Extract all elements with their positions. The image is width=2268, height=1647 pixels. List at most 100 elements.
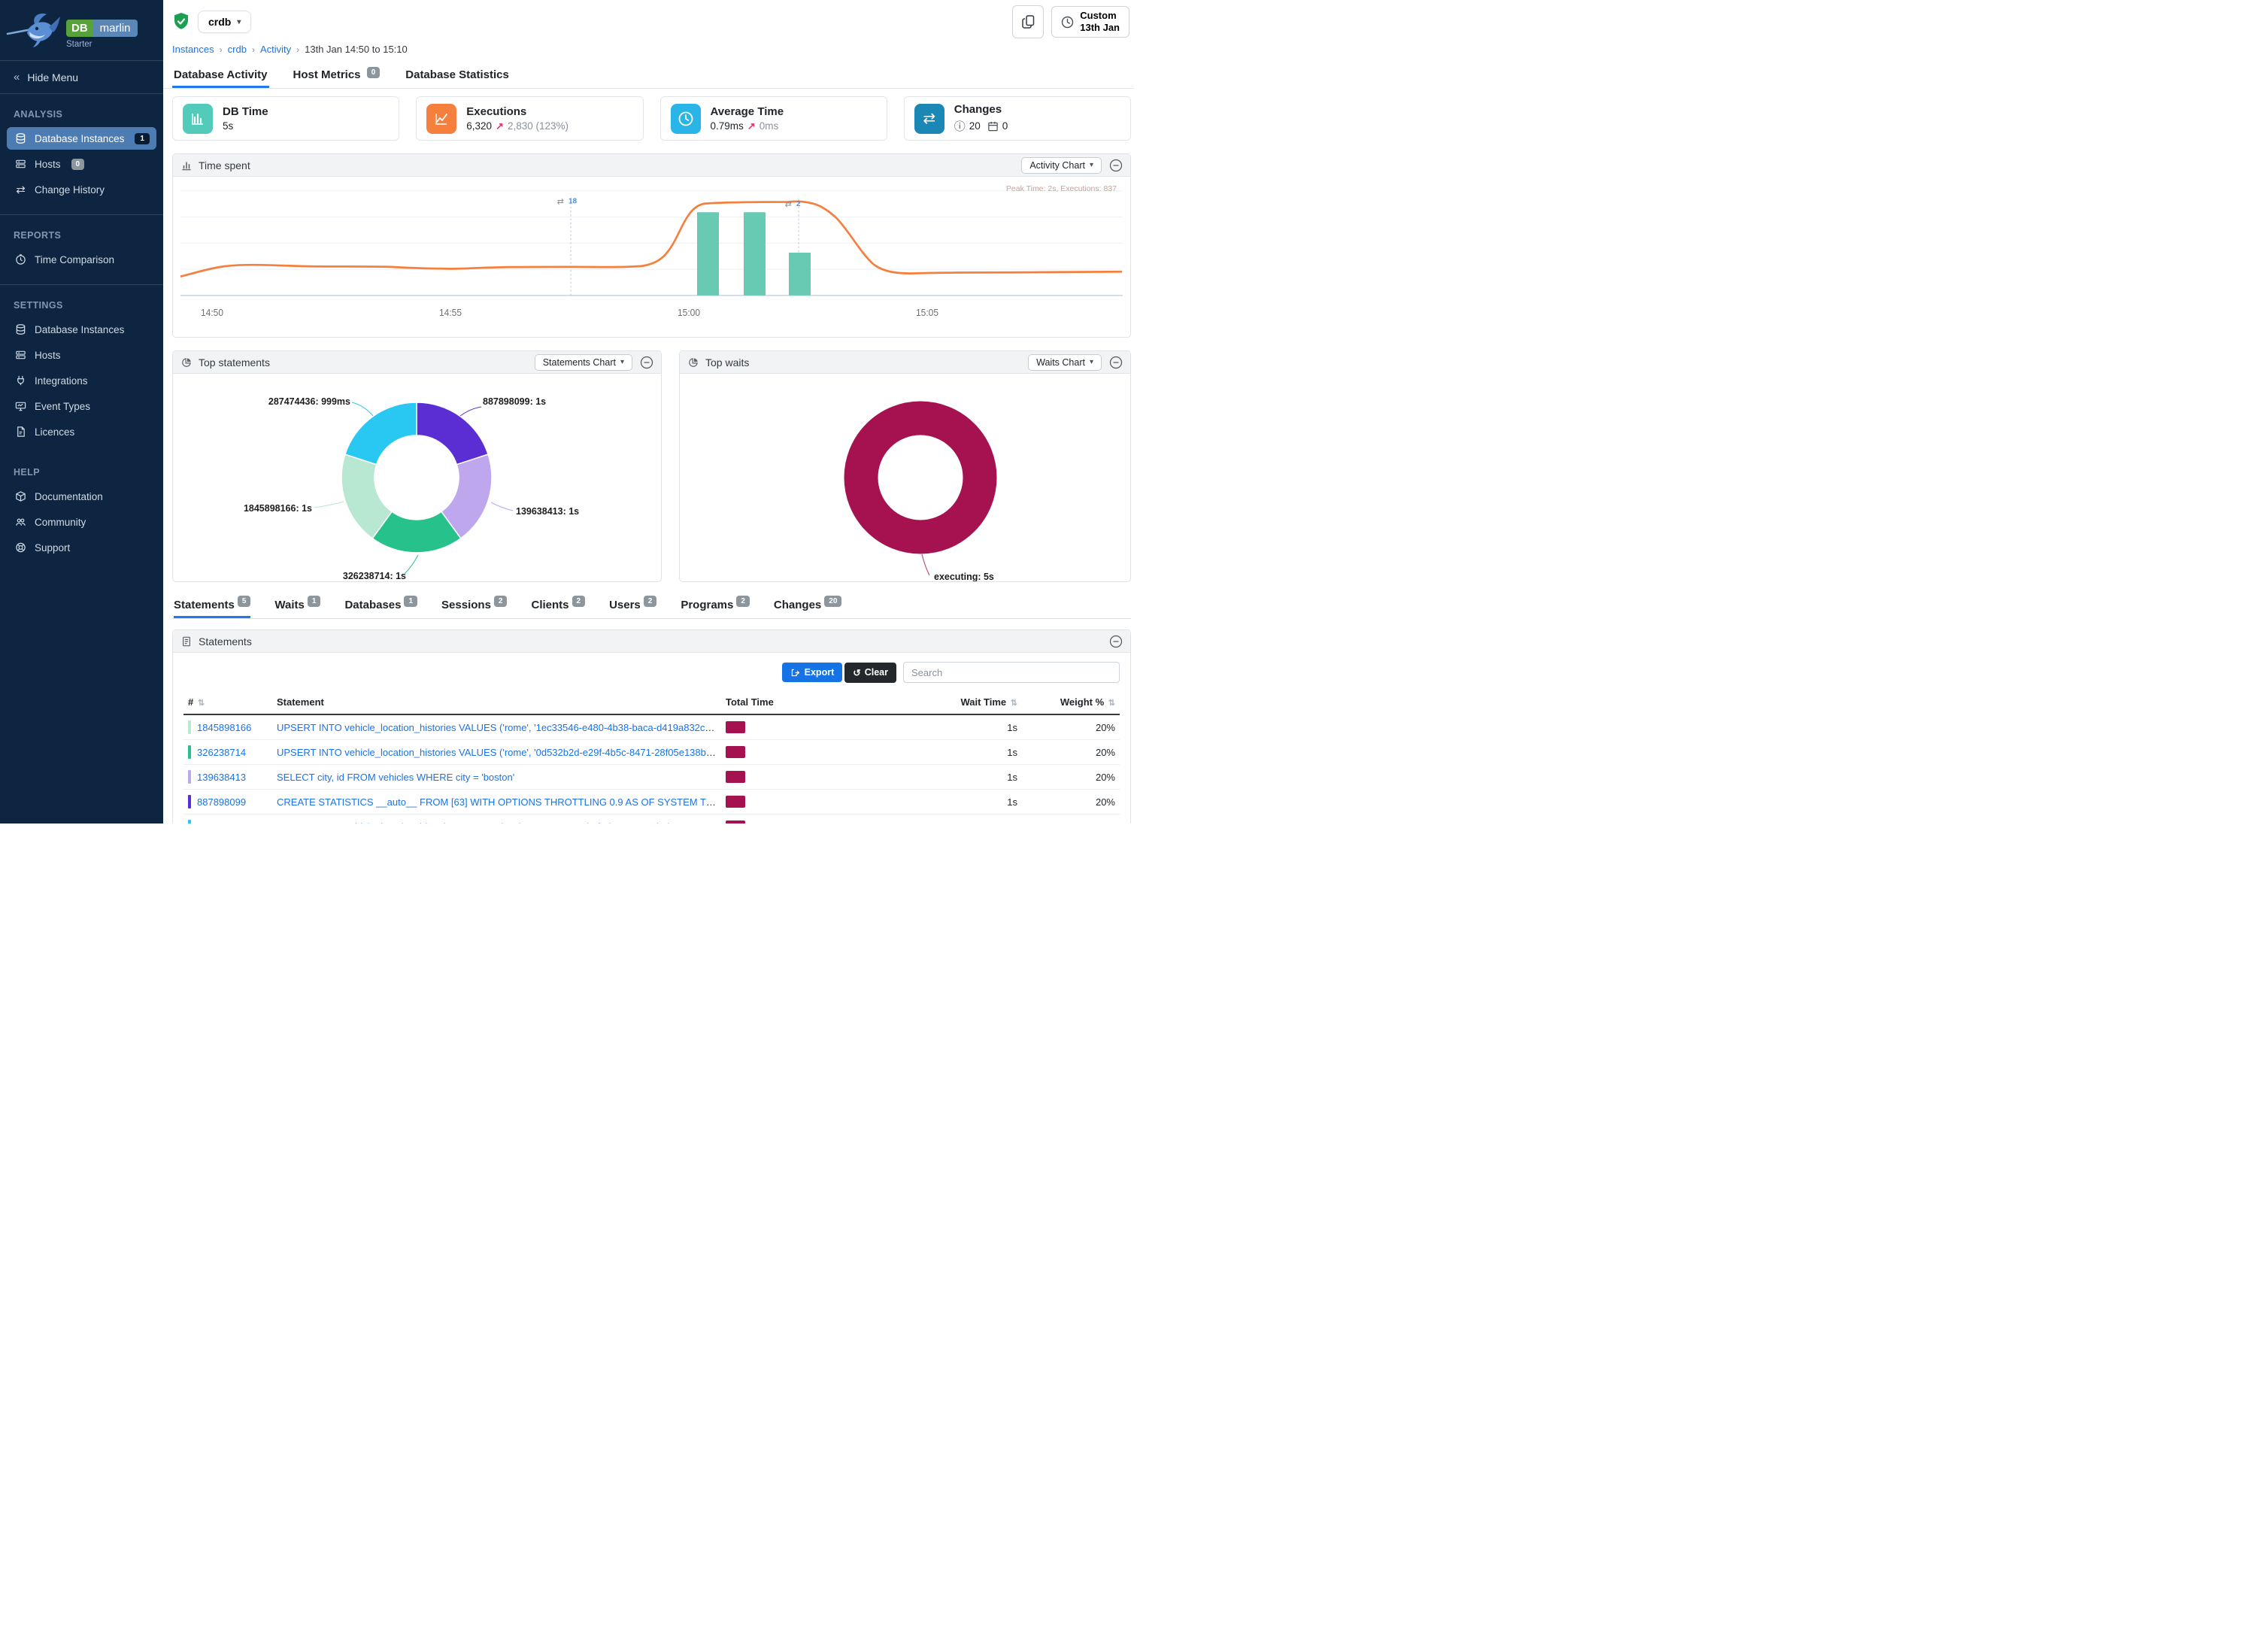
table-row: 1845898166 UPSERT INTO vehicle_location_…	[183, 714, 1120, 740]
sidebar-item-label: Database Instances	[35, 323, 125, 335]
sidebar-item-settings-database-instances[interactable]: Database Instances	[7, 318, 156, 341]
sidebar-item-licences[interactable]: Licences	[7, 420, 156, 443]
x-axis-label: 14:55	[439, 308, 462, 318]
col-header-num[interactable]: # ⇅	[183, 690, 272, 715]
statement-sql-link[interactable]: UPSERT INTO vehicle_location_histories V…	[277, 746, 721, 758]
statement-sql-link[interactable]: SELECT city, id FROM vehicles WHERE city…	[277, 771, 515, 783]
export-button[interactable]: Export	[781, 663, 843, 682]
col-header-weight[interactable]: Weight % ⇅	[1022, 690, 1120, 715]
sidebar-item-label: Change History	[35, 184, 105, 196]
statement-id-link[interactable]: 139638413	[197, 772, 247, 783]
statements-donut-svg[interactable]: 887898099: 1s 139638413: 1s 326238714: 1…	[173, 374, 661, 581]
bar-chart-icon	[180, 159, 193, 171]
sidebar-item-community[interactable]: Community	[7, 511, 156, 533]
sidebar-item-settings-hosts[interactable]: Hosts	[7, 344, 156, 366]
count-badge: 1	[404, 596, 418, 607]
change-marker-count[interactable]: 18	[569, 197, 577, 205]
tab-database-activity[interactable]: Database Activity	[172, 62, 269, 88]
db-time-line[interactable]	[180, 200, 1123, 278]
sidebar-item-documentation[interactable]: Documentation	[7, 485, 156, 508]
col-header-total-time[interactable]: Total Time	[721, 690, 849, 715]
sidebar-item-support[interactable]: Support	[7, 536, 156, 559]
search-input[interactable]	[903, 662, 1120, 683]
statement-id-link[interactable]: 887898099	[197, 796, 247, 808]
tab-changes[interactable]: Changes 20	[774, 593, 842, 618]
statement-sql-link[interactable]: UPSERT INTO vehicle_location_histories V…	[277, 721, 721, 733]
executions-bar[interactable]	[697, 212, 719, 296]
copy-icon	[1022, 15, 1034, 29]
col-header-statement[interactable]: Statement	[272, 690, 721, 715]
sidebar-item-change-history[interactable]: ⇄ Change History	[7, 178, 156, 201]
sidebar-item-label: Licences	[35, 426, 75, 438]
change-marker-count[interactable]: 2	[796, 200, 801, 208]
collapse-icon[interactable]	[640, 356, 653, 369]
change-info-count: 20	[969, 120, 981, 132]
count-badge: 2	[572, 596, 586, 607]
statement-sql-link[interactable]: CREATE STATISTICS __auto__ FROM [63] WIT…	[277, 796, 721, 808]
tab-statements[interactable]: Statements 5	[174, 593, 251, 618]
clear-button[interactable]: ↺ Clear	[844, 662, 896, 683]
instance-selector-button[interactable]: crdb ▾	[198, 11, 252, 33]
statements-panel-header: Statements	[173, 630, 1130, 653]
kpi-row: DB Time 5s Executions 6,320 ↗ 2,830 (123…	[172, 96, 1131, 141]
kpi-title: DB Time	[223, 105, 268, 118]
tab-clients[interactable]: Clients 2	[531, 593, 586, 618]
statement-id-link[interactable]: 326238714	[197, 747, 247, 758]
collapse-icon[interactable]	[1109, 635, 1123, 648]
tab-programs[interactable]: Programs 2	[681, 593, 750, 618]
info-icon: ⓘ	[954, 120, 966, 133]
weight-value: 20%	[1022, 789, 1120, 814]
sidebar-item-integrations[interactable]: Integrations	[7, 369, 156, 392]
breadcrumb-crdb[interactable]: crdb	[227, 44, 247, 55]
swap-arrows-icon: ⇄	[785, 200, 792, 209]
breadcrumb-activity[interactable]: Activity	[259, 44, 292, 55]
statement-id-link[interactable]: 287474436	[197, 821, 246, 824]
time-range-button[interactable]: Custom 13th Jan	[1051, 5, 1129, 38]
donut-slice-executing[interactable]	[844, 401, 997, 554]
col-header-wait-time[interactable]: Wait Time ⇅	[849, 690, 1022, 715]
statements-chart-select[interactable]: Statements Chart ▾	[534, 353, 632, 371]
hide-menu-button[interactable]: « Hide Menu	[0, 61, 163, 93]
collapse-icon[interactable]	[1109, 159, 1123, 172]
export-icon	[791, 669, 799, 676]
line-chart-icon	[426, 103, 457, 134]
monitor-icon	[14, 400, 27, 412]
sort-icon: ⇅	[1010, 699, 1017, 708]
tab-users[interactable]: Users 2	[609, 593, 657, 618]
peak-note: Peak Time: 2s, Executions: 837	[1005, 184, 1117, 193]
executions-bar[interactable]	[744, 212, 766, 296]
chevron-down-icon: ▾	[237, 17, 241, 26]
page-tabs: Database Activity Host Metrics 0 Databas…	[163, 58, 1134, 89]
label-leader-line	[459, 406, 482, 417]
executions-bar[interactable]	[789, 252, 811, 296]
x-axis-label: 15:00	[678, 308, 700, 318]
tab-sessions[interactable]: Sessions 2	[441, 593, 508, 618]
sidebar-item-event-types[interactable]: Event Types	[7, 395, 156, 417]
logo-db-badge: DB	[66, 20, 93, 37]
waits-chart-select[interactable]: Waits Chart ▾	[1028, 353, 1102, 371]
panel-title: Top waits	[705, 356, 750, 369]
tab-waits[interactable]: Waits 1	[274, 593, 321, 618]
statement-id-link[interactable]: 1845898166	[197, 722, 252, 733]
kpi-changes: ⇄ Changes ⓘ 20 0	[903, 96, 1131, 141]
sidebar-item-time-comparison[interactable]: Time Comparison	[7, 248, 156, 271]
statement-color-chip	[188, 770, 191, 784]
waits-donut-svg[interactable]: executing: 5s	[680, 374, 1130, 582]
tab-host-metrics[interactable]: Host Metrics 0	[292, 62, 382, 88]
collapse-icon[interactable]	[1109, 356, 1123, 369]
breadcrumb-instances[interactable]: Instances	[172, 44, 214, 55]
table-row: 287474436 UPSERT INTO vehicle_location_h…	[183, 814, 1120, 824]
statement-color-chip	[188, 745, 191, 759]
tab-databases[interactable]: Databases 1	[344, 593, 418, 618]
donut-slice-287474436[interactable]	[344, 402, 417, 466]
statement-sql-link[interactable]: UPSERT INTO vehicle_location_histories V…	[277, 821, 721, 824]
activity-chart-select[interactable]: Activity Chart ▾	[1021, 156, 1102, 174]
sidebar-item-database-instances[interactable]: Database Instances 1	[7, 127, 156, 150]
sort-icon: ⇅	[1108, 699, 1115, 708]
sidebar-item-hosts[interactable]: Hosts 0	[7, 153, 156, 175]
copy-button[interactable]	[1012, 5, 1045, 38]
donut-slice-887898099[interactable]	[416, 402, 490, 466]
tab-database-statistics[interactable]: Database Statistics	[405, 68, 509, 81]
slice-label: 139638413: 1s	[516, 506, 579, 517]
time-spent-chart-svg[interactable]: ⇄ 18 ⇄ 2 14:50 14:55 15:00 15:05	[180, 180, 1123, 327]
